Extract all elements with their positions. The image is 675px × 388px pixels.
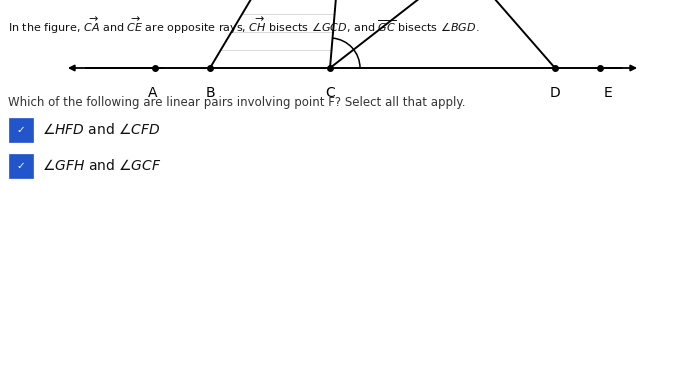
Text: $\angle HFD$ and $\angle CFD$: $\angle HFD$ and $\angle CFD$: [42, 123, 161, 137]
Text: E: E: [603, 86, 612, 100]
Text: D: D: [549, 86, 560, 100]
Text: ✓: ✓: [17, 125, 26, 135]
Text: Which of the following are linear pairs involving point F? Select all that apply: Which of the following are linear pairs …: [8, 96, 466, 109]
FancyBboxPatch shape: [9, 154, 33, 178]
FancyBboxPatch shape: [9, 118, 33, 142]
Text: B: B: [205, 86, 215, 100]
Text: ✓: ✓: [17, 161, 26, 171]
Text: $\angle GFH$ and $\angle GCF$: $\angle GFH$ and $\angle GCF$: [42, 159, 161, 173]
Text: A: A: [148, 86, 158, 100]
Text: In the figure, $\overrightarrow{CA}$ and $\overrightarrow{CE}$ are opposite rays: In the figure, $\overrightarrow{CA}$ and…: [8, 16, 479, 36]
Text: C: C: [325, 86, 335, 100]
